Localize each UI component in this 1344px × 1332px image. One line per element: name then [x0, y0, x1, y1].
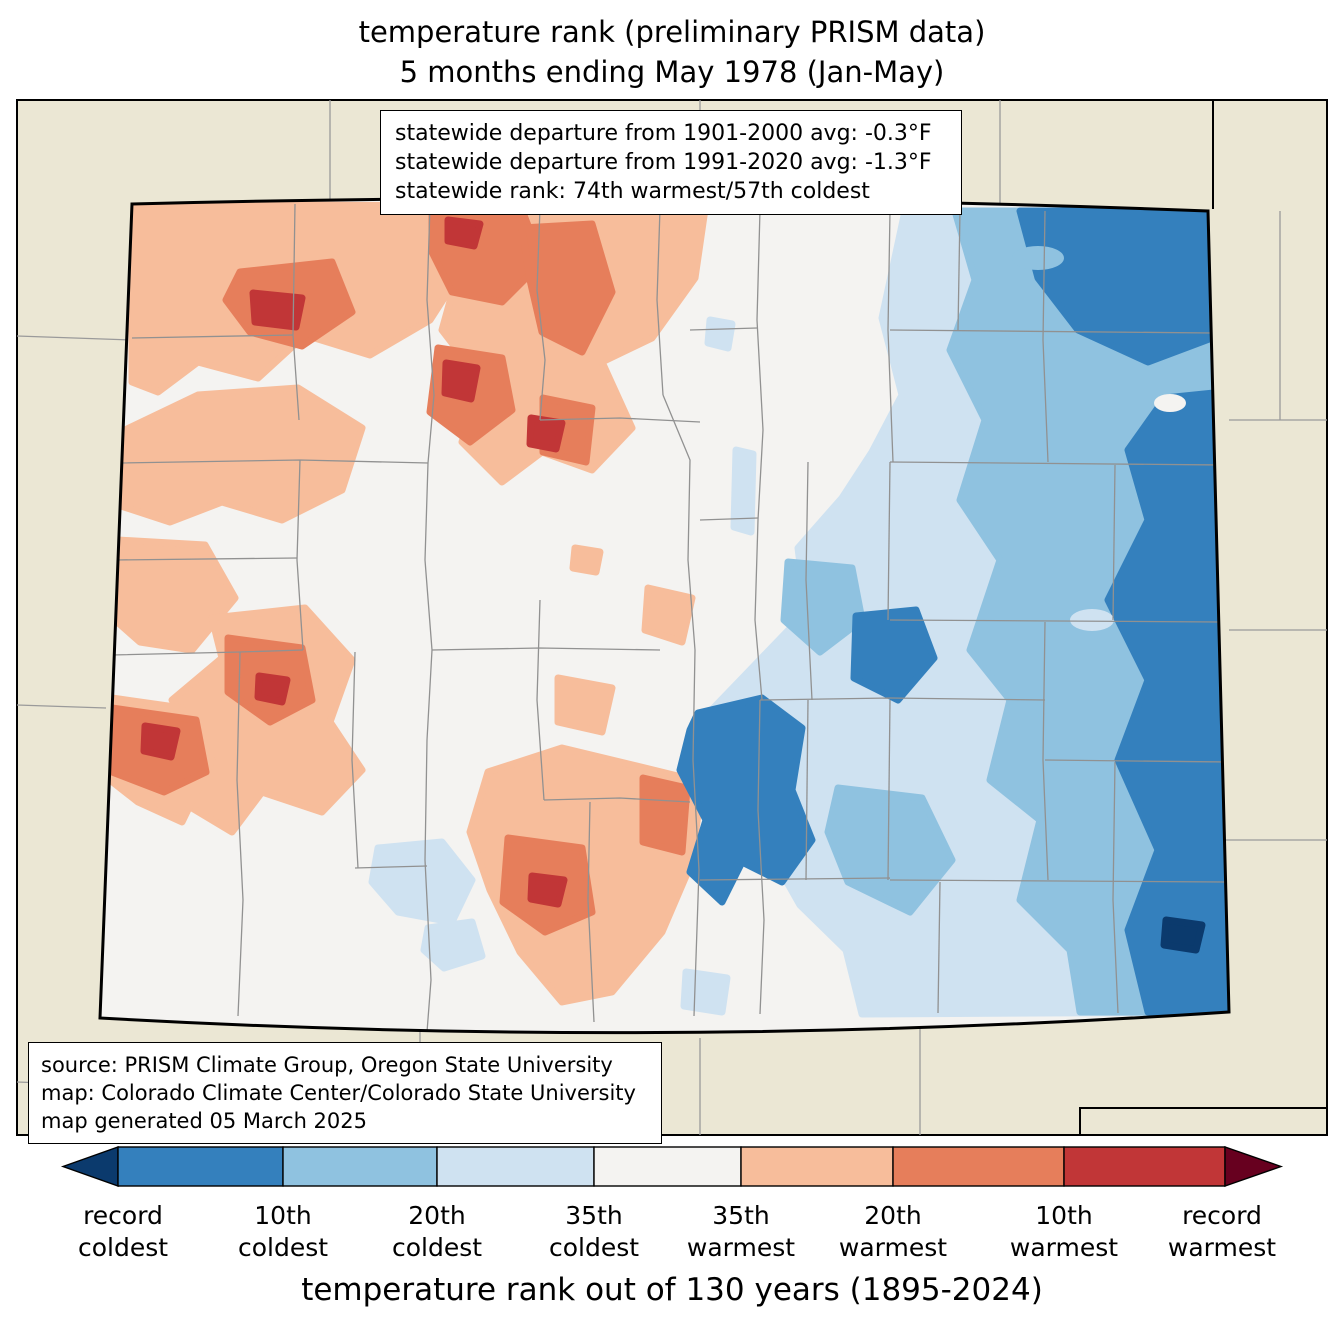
- map-credit-line: map: Colorado Climate Center/Colorado St…: [41, 1081, 636, 1105]
- legend-label-10th-warmest: 10th warmest: [1009, 1201, 1119, 1262]
- legend-label-record-coldest: record coldest: [77, 1201, 169, 1262]
- page-title: temperature rank (preliminary PRISM data…: [0, 12, 1344, 92]
- legend-arrow-record-warmest: [1224, 1146, 1284, 1187]
- oklahoma-border: [1079, 1107, 1327, 1135]
- legend-label-20th-warmest: 20th warmest: [838, 1201, 948, 1262]
- title-line-2: 5 months ending May 1978 (Jan-May): [399, 55, 945, 89]
- record-cold-pocket: [1160, 916, 1206, 954]
- source-box: source: PRISM Climate Group, Oregon Stat…: [28, 1042, 662, 1144]
- statewide-stats-box: statewide departure from 1901-2000 avg: …: [380, 110, 962, 215]
- stats-rank: statewide rank: 74th warmest/57th coldes…: [395, 179, 870, 204]
- legend-swatch-near-normal: [593, 1146, 742, 1187]
- generated-date-line: map generated 05 March 2025: [41, 1109, 368, 1133]
- legend-swatch-20th-coldest: [282, 1146, 438, 1187]
- legend-label-20th-coldest: 20th coldest: [391, 1201, 483, 1262]
- legend-swatch-10th-coldest: [117, 1146, 284, 1187]
- legend-arrow-record-coldest: [60, 1146, 119, 1187]
- warm-regions: [106, 200, 754, 1006]
- legend-label-35th-coldest: 35th coldest: [548, 1201, 640, 1262]
- legend-colorbar: [60, 1146, 1284, 1187]
- legend-label-record-warmest: record warmest: [1167, 1201, 1277, 1262]
- stats-departure-1901-2000: statewide departure from 1901-2000 avg: …: [395, 121, 932, 146]
- legend-swatch-35th-coldest: [436, 1146, 595, 1187]
- legend-caption: temperature rank out of 130 years (1895-…: [301, 1272, 1043, 1308]
- colorado-interior: [100, 198, 1229, 1033]
- county-lines: [111, 203, 1227, 1033]
- legend-label-10th-coldest: 10th coldest: [237, 1201, 329, 1262]
- legend-swatch-20th-warmest: [892, 1146, 1065, 1187]
- legend-swatch-10th-warmest: [1063, 1146, 1226, 1187]
- title-line-1: temperature rank (preliminary PRISM data…: [358, 15, 986, 49]
- source-line: source: PRISM Climate Group, Oregon Stat…: [41, 1053, 613, 1077]
- stats-departure-1991-2020: statewide departure from 1991-2020 avg: …: [395, 150, 932, 175]
- legend-label-35th-warmest: 35th warmest: [686, 1201, 796, 1262]
- neighbor-state-lines: [16, 100, 1327, 1135]
- legend-swatch-35th-warmest: [740, 1146, 894, 1187]
